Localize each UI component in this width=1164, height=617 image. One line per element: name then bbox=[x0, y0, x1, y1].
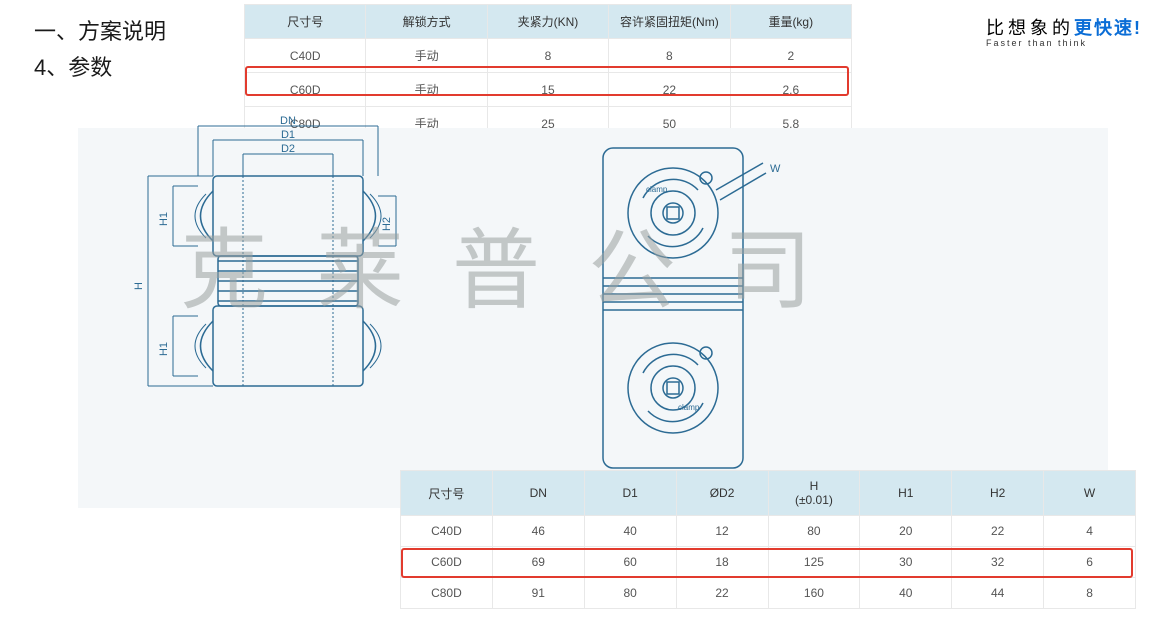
cell: C60D bbox=[401, 547, 493, 578]
table-row: C60D 手动 15 22 2.6 bbox=[245, 73, 852, 107]
t1-col-0: 尺寸号 bbox=[245, 5, 366, 39]
spec-table-2-wrap: 尺寸号 DN D1 ØD2 H (±0.01) H1 H2 W C40D 46 … bbox=[400, 470, 1136, 609]
cell: 22 bbox=[609, 73, 730, 107]
label-clamp-2: clamp bbox=[678, 403, 700, 412]
cell: C40D bbox=[401, 516, 493, 547]
cell: 22 bbox=[676, 578, 768, 609]
diagram-area: DN D1 D2 H H1 H1 H2 bbox=[78, 128, 1108, 508]
cell: 8 bbox=[1044, 578, 1136, 609]
label-h1-bot: H1 bbox=[158, 342, 170, 356]
cell: 8 bbox=[487, 39, 608, 73]
label-clamp-1: clamp bbox=[646, 185, 668, 194]
table-row: C40D 手动 8 8 2 bbox=[245, 39, 852, 73]
cell: 125 bbox=[768, 547, 860, 578]
cell: 40 bbox=[860, 578, 952, 609]
t2-col-3: ØD2 bbox=[676, 471, 768, 516]
label-dn: DN bbox=[280, 116, 296, 127]
cell: 32 bbox=[952, 547, 1044, 578]
t1-col-2: 夹紧力(KN) bbox=[487, 5, 608, 39]
heading-section: 一、方案说明 bbox=[34, 14, 166, 46]
cell: 2 bbox=[730, 39, 851, 73]
cell: 44 bbox=[952, 578, 1044, 609]
cell: 12 bbox=[676, 516, 768, 547]
cell: C60D bbox=[245, 73, 366, 107]
t2-col-1: DN bbox=[492, 471, 584, 516]
cell: 15 bbox=[487, 73, 608, 107]
t1-col-3: 容许紧固扭矩(Nm) bbox=[609, 5, 730, 39]
t2-col-7: W bbox=[1044, 471, 1136, 516]
cell: 2.6 bbox=[730, 73, 851, 107]
cell: 30 bbox=[860, 547, 952, 578]
label-d1: D1 bbox=[281, 129, 295, 141]
cell: 80 bbox=[768, 516, 860, 547]
cell: 80 bbox=[584, 578, 676, 609]
t1-col-1: 解锁方式 bbox=[366, 5, 487, 39]
slogan-cn-prefix: 比想象的 bbox=[986, 18, 1074, 38]
brand-slogan: 比想象的更快速! Faster than think bbox=[986, 14, 1142, 48]
label-d2: D2 bbox=[281, 143, 295, 155]
front-view-drawing: DN D1 D2 H H1 H1 H2 bbox=[118, 116, 438, 486]
t2-col-4: H (±0.01) bbox=[768, 471, 860, 516]
cell: 18 bbox=[676, 547, 768, 578]
cell: C40D bbox=[245, 39, 366, 73]
cell: 160 bbox=[768, 578, 860, 609]
cell: 22 bbox=[952, 516, 1044, 547]
label-h: H bbox=[133, 282, 145, 290]
table-row: C60D 69 60 18 125 30 32 6 bbox=[401, 547, 1136, 578]
cell: 手动 bbox=[366, 73, 487, 107]
slogan-cn-blue: 更快速! bbox=[1074, 18, 1142, 38]
label-w: W bbox=[770, 163, 781, 175]
table-row: C80D 91 80 22 160 40 44 8 bbox=[401, 578, 1136, 609]
t2-col-2: D1 bbox=[584, 471, 676, 516]
cell: 20 bbox=[860, 516, 952, 547]
t1-col-4: 重量(kg) bbox=[730, 5, 851, 39]
cell: 手动 bbox=[366, 39, 487, 73]
cell: 46 bbox=[492, 516, 584, 547]
cell: 60 bbox=[584, 547, 676, 578]
top-view-drawing: W clamp clamp bbox=[548, 128, 808, 488]
cell: 4 bbox=[1044, 516, 1136, 547]
cell: 69 bbox=[492, 547, 584, 578]
cell: 6 bbox=[1044, 547, 1136, 578]
heading-params: 4、参数 bbox=[34, 50, 112, 82]
cell: 8 bbox=[609, 39, 730, 73]
t2-col-0: 尺寸号 bbox=[401, 471, 493, 516]
cell: 91 bbox=[492, 578, 584, 609]
label-h2: H2 bbox=[381, 217, 393, 231]
t2-col-6: H2 bbox=[952, 471, 1044, 516]
t2-col-5: H1 bbox=[860, 471, 952, 516]
cell: C80D bbox=[401, 578, 493, 609]
cell: 40 bbox=[584, 516, 676, 547]
table-row: C40D 46 40 12 80 20 22 4 bbox=[401, 516, 1136, 547]
label-h1-top: H1 bbox=[158, 212, 170, 226]
spec-table-2: 尺寸号 DN D1 ØD2 H (±0.01) H1 H2 W C40D 46 … bbox=[400, 470, 1136, 609]
